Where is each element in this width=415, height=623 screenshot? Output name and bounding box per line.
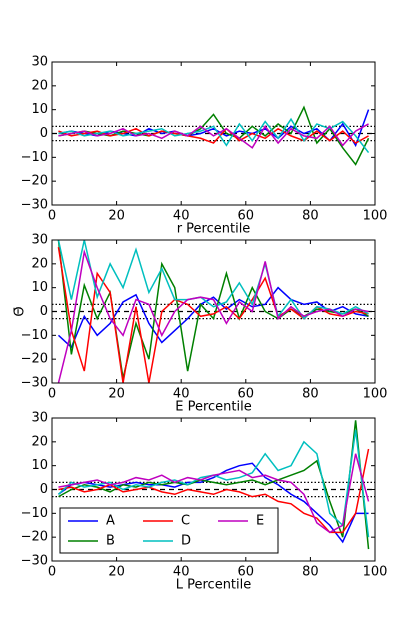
y-tick-label: 10 <box>31 458 48 473</box>
series-line <box>58 117 370 154</box>
x-tick-label: 20 <box>108 209 125 224</box>
series-line <box>58 420 370 550</box>
y-tick-label: 30 <box>31 233 48 248</box>
y-tick-label: −20 <box>21 530 48 545</box>
y-tick-label: −20 <box>21 174 48 189</box>
y-tick-label: −30 <box>21 198 48 213</box>
legend-label: E <box>256 514 264 529</box>
x-tick-label: 0 <box>48 209 56 224</box>
legend-label: B <box>106 534 115 549</box>
x-axis-label: E Percentile <box>175 400 251 415</box>
x-tick-label: 40 <box>173 565 190 580</box>
x-tick-label: 100 <box>363 387 388 402</box>
series-line <box>58 453 370 534</box>
legend-box <box>59 507 279 554</box>
x-tick-label: 80 <box>302 387 319 402</box>
y-tick-label: 10 <box>31 102 48 117</box>
x-tick-label: 0 <box>48 387 56 402</box>
y-tick-label: 0 <box>40 304 48 319</box>
x-tick-label: 100 <box>363 209 388 224</box>
x-tick-label: 60 <box>238 565 255 580</box>
x-tick-label: 40 <box>173 387 190 402</box>
y-tick-label: −20 <box>21 352 48 367</box>
x-tick-label: 100 <box>363 565 388 580</box>
y-tick-label: −10 <box>21 150 48 165</box>
legend-label: C <box>181 514 190 529</box>
x-tick-label: 20 <box>108 387 125 402</box>
x-tick-label: 0 <box>48 565 56 580</box>
legend-label: D <box>181 534 191 549</box>
y-tick-label: 30 <box>31 55 48 70</box>
legend-label: A <box>106 514 115 529</box>
y-tick-label: 20 <box>31 78 48 93</box>
x-tick-label: 80 <box>302 209 319 224</box>
series-line <box>58 123 369 149</box>
y-tick-label: 0 <box>40 126 48 141</box>
y-tick-label: −10 <box>21 506 48 521</box>
y-tick-label: −10 <box>21 328 48 343</box>
x-tick-label: 20 <box>108 565 125 580</box>
series-line <box>58 127 369 144</box>
x-tick-label: 60 <box>238 387 255 402</box>
series-line <box>57 286 369 349</box>
y-tick-label: 20 <box>31 256 48 271</box>
x-tick-label: 60 <box>238 209 255 224</box>
series-line <box>58 462 369 544</box>
x-axis-label: r Percentile <box>177 222 251 237</box>
x-axis-label: L Percentile <box>176 578 252 593</box>
y-tick-label: 0 <box>40 482 48 497</box>
series-line <box>57 248 369 384</box>
y-tick-label: 30 <box>31 411 48 426</box>
series-line <box>57 247 369 384</box>
y-tick-label: −30 <box>21 554 48 569</box>
y-tick-label: 20 <box>31 434 48 449</box>
y-tick-label: −30 <box>21 376 48 391</box>
x-tick-label: 40 <box>173 209 190 224</box>
x-tick-label: 80 <box>302 565 319 580</box>
series-line <box>57 239 369 320</box>
y-tick-label: 10 <box>31 280 48 295</box>
y-axis-label: Θ̄ <box>13 306 28 316</box>
